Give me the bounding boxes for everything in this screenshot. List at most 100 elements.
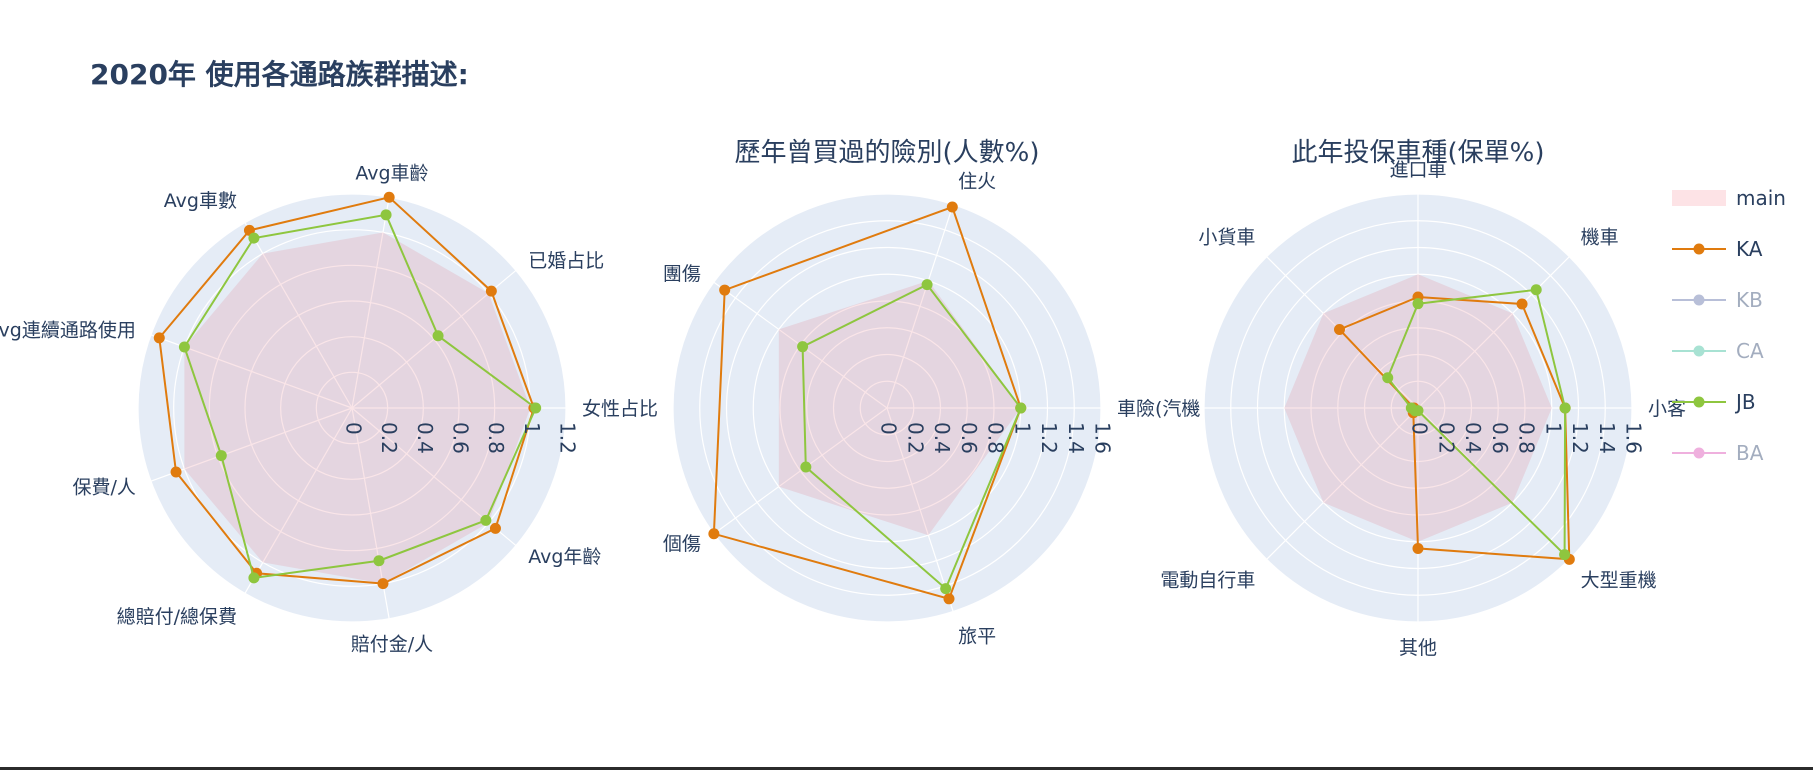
category-label: 電動自行車 xyxy=(1160,570,1255,592)
legend-label: KA xyxy=(1736,237,1763,261)
radial-tick-label: 1.2 xyxy=(556,422,580,454)
category-label: 機車 xyxy=(1581,226,1619,248)
angular-gridline xyxy=(150,407,353,482)
category-label: 車險(汽機 xyxy=(1117,398,1200,420)
radial-tick-label: 0.6 xyxy=(957,422,981,454)
series-KA-point xyxy=(485,285,497,297)
series-JB-point xyxy=(1015,402,1027,414)
category-label: 已婚占比 xyxy=(528,250,604,272)
series-JB-point xyxy=(940,583,952,595)
legend-marker xyxy=(1693,396,1705,408)
series-KA-point xyxy=(1412,542,1424,554)
radial-tick-label: 1.6 xyxy=(1091,422,1115,454)
series-JB-point xyxy=(921,279,933,291)
series-JB-point xyxy=(432,330,444,342)
series-KA-point xyxy=(170,466,182,478)
legend-item-main[interactable]: main xyxy=(1672,186,1786,210)
radial-tick-label: 0.4 xyxy=(1461,422,1485,454)
category-label: Avg連續通路使用 xyxy=(0,319,136,341)
series-KA-point xyxy=(383,191,395,203)
legend-swatch xyxy=(1672,190,1726,206)
series-KA-line xyxy=(158,196,535,585)
angular-gridline xyxy=(886,204,954,409)
series-JB-point xyxy=(1530,284,1542,296)
category-label: 大型重機 xyxy=(1581,570,1657,592)
radial-tick-label: 0.2 xyxy=(903,422,927,454)
series-JB-point xyxy=(530,402,542,414)
series-JB-point xyxy=(1412,405,1424,417)
angular-gridline xyxy=(1266,407,1419,560)
radar-chart-insurance-types: 歷年曾買過的險別(人數%) 0 0.2 0.4 0.6 0.8 1 1.2 1.4 1.6 車險… xyxy=(663,138,1201,648)
legend-label: JB xyxy=(1734,390,1756,414)
series-JB-point xyxy=(215,450,227,462)
category-label: 女性占比 xyxy=(582,398,658,420)
radial-tick-label: 0.4 xyxy=(930,422,954,454)
category-label: 團傷 xyxy=(663,263,701,285)
series-KA-point xyxy=(1516,298,1528,310)
category-label: 住火 xyxy=(958,170,996,192)
series-KA-point xyxy=(1334,324,1346,336)
radial-tick-label: 0 xyxy=(877,422,901,435)
page-title: 2020年 使用各通路族群描述: xyxy=(90,58,469,91)
radial-tick-label: 0.6 xyxy=(449,422,473,454)
series-JB-point xyxy=(248,572,260,584)
radial-tick-label: 1.4 xyxy=(1595,422,1619,454)
radial-tick-label: 0.8 xyxy=(1515,422,1539,454)
angular-gridline xyxy=(244,222,353,409)
radial-tick-label: 1.2 xyxy=(1568,422,1592,454)
radial-tick-label: 1.4 xyxy=(1064,422,1088,454)
radial-tick-label: 0.8 xyxy=(484,422,508,454)
category-label: Avg年齡 xyxy=(528,546,601,568)
radial-tick-label: 1 xyxy=(520,422,544,435)
category-label: 進口車 xyxy=(1389,159,1446,181)
series-JB-point xyxy=(1559,402,1571,414)
radial-tick-label: 1 xyxy=(1541,422,1565,435)
series-JB-point xyxy=(178,341,190,353)
legend-item-KB[interactable]: KB xyxy=(1672,288,1763,312)
legend-item-CA[interactable]: CA xyxy=(1672,339,1764,363)
category-label: 其他 xyxy=(1399,637,1437,659)
legend-label: KB xyxy=(1736,288,1763,312)
category-label: 保費/人 xyxy=(72,477,135,499)
series-KA-point xyxy=(377,578,389,590)
series-JB-point xyxy=(248,232,260,244)
category-label: Avg車齡 xyxy=(355,162,428,184)
legend-label: main xyxy=(1736,186,1786,210)
angular-gridline xyxy=(351,197,390,409)
category-label: 賠付金/人 xyxy=(351,634,433,656)
radar-chart-profile: 0 0.2 0.4 0.6 0.8 1 1.2 女性占比 已婚占比 Avg車齡 Avg車數 Avg連… xyxy=(0,162,658,655)
series-KA-point xyxy=(489,522,501,534)
legend-item-KA[interactable]: KA xyxy=(1672,237,1763,261)
series-JB-point xyxy=(373,555,385,567)
legend-item-BA[interactable]: BA xyxy=(1672,441,1764,465)
angular-gridline xyxy=(886,407,954,612)
series-KA-point xyxy=(946,201,958,213)
chart-title: 歷年曾買過的險別(人數%) xyxy=(735,138,1040,168)
category-label: 小客 xyxy=(1648,398,1686,420)
series-JB-line xyxy=(801,283,1022,591)
series-JB-point xyxy=(480,514,492,526)
radial-tick-label: 0.2 xyxy=(1434,422,1458,454)
legend-label: CA xyxy=(1736,339,1764,363)
category-label: 旅平 xyxy=(958,626,996,648)
angular-gridline xyxy=(244,407,353,594)
series-KA-point xyxy=(708,528,720,540)
series-JB-point xyxy=(380,209,392,221)
chart-title: 此年投保車種(保單%) xyxy=(1292,138,1545,168)
radial-tick-label: 1.6 xyxy=(1622,422,1646,454)
legend-marker xyxy=(1693,447,1705,459)
radar-chart-vehicle-types: 此年投保車種(保單%) 0 0.2 0.4 0.6 0.8 1 1.2 1.4 1.6 小客 機車… xyxy=(1160,138,1686,659)
radial-tick-label: 0.2 xyxy=(377,422,401,454)
series-JB-point xyxy=(1559,549,1571,561)
radial-tick-label: 0 xyxy=(342,422,366,435)
radial-tick-label: 1 xyxy=(1010,422,1034,435)
legend-marker xyxy=(1693,345,1705,357)
series-main-area xyxy=(778,280,1021,536)
angular-gridline xyxy=(1417,256,1570,409)
legend-item-JB[interactable]: JB xyxy=(1672,390,1756,414)
series-KA-point xyxy=(719,284,731,296)
category-label: 總賠付/總保費 xyxy=(117,606,237,628)
radial-tick-label: 0.4 xyxy=(413,422,437,454)
series-KA-line xyxy=(712,205,1022,601)
category-label: 個傷 xyxy=(663,533,701,555)
